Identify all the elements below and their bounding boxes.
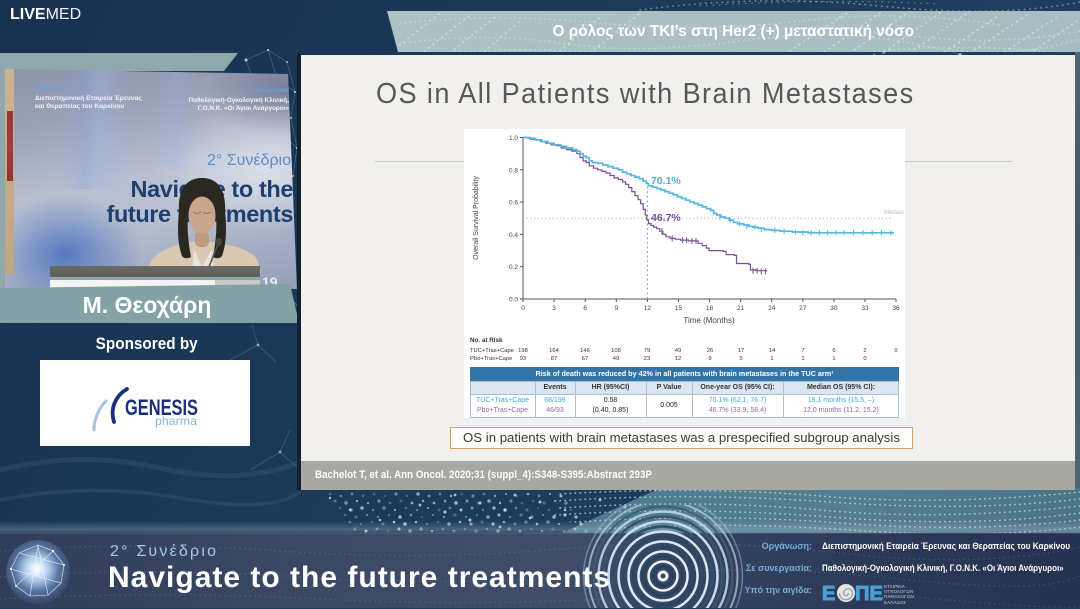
svg-text:36: 36 [892, 305, 900, 312]
svg-text:79: 79 [644, 348, 650, 354]
svg-text:21: 21 [737, 305, 745, 312]
svg-text:Pbo+Tras+Cape: Pbo+Tras+Cape [470, 356, 512, 362]
svg-text:164: 164 [549, 348, 559, 354]
svg-text:15: 15 [675, 305, 683, 312]
svg-text:9: 9 [708, 356, 711, 362]
svg-text:0.0: 0.0 [509, 297, 518, 304]
svg-text:12: 12 [644, 305, 652, 312]
svg-text:1: 1 [801, 356, 804, 362]
svg-text:0.6: 0.6 [509, 200, 518, 207]
svg-text:Time (Months): Time (Months) [683, 316, 735, 325]
svg-text:9: 9 [614, 305, 618, 312]
svg-text:87: 87 [551, 356, 557, 362]
svg-text:1: 1 [832, 356, 835, 362]
svg-text:7: 7 [801, 348, 804, 354]
svg-text:30: 30 [830, 305, 838, 312]
svg-text:12: 12 [675, 356, 681, 362]
svg-text:0.2: 0.2 [509, 264, 518, 271]
svg-text:Ε: Ε [822, 583, 835, 605]
svg-text:0: 0 [894, 348, 897, 354]
svg-text:6: 6 [583, 305, 587, 312]
svg-text:108: 108 [611, 348, 621, 354]
svg-text:0.4: 0.4 [509, 232, 518, 239]
svg-text:46.7%: 46.7% [651, 212, 681, 224]
svg-text:Median: Median [884, 210, 904, 216]
svg-text:198: 198 [518, 348, 528, 354]
svg-text:27: 27 [799, 305, 807, 312]
svg-text:0: 0 [521, 305, 525, 312]
svg-text:0.8: 0.8 [509, 167, 518, 174]
svg-text:23: 23 [644, 356, 650, 362]
svg-text:18: 18 [706, 305, 714, 312]
svg-text:14: 14 [769, 348, 776, 354]
svg-text:TUC+Tras+Cape: TUC+Tras+Cape [470, 348, 514, 354]
svg-text:0: 0 [863, 356, 866, 362]
svg-text:6: 6 [832, 348, 835, 354]
svg-text:49: 49 [675, 348, 681, 354]
svg-text:26: 26 [707, 348, 713, 354]
svg-text:5: 5 [739, 356, 742, 362]
svg-text:67: 67 [582, 356, 588, 362]
svg-text:70.1%: 70.1% [651, 175, 681, 187]
svg-text:3: 3 [552, 305, 556, 312]
svg-text:24: 24 [768, 305, 776, 312]
svg-text:146: 146 [580, 348, 590, 354]
svg-text:93: 93 [520, 356, 526, 362]
svg-text:17: 17 [738, 348, 744, 354]
svg-text:No. at Risk: No. at Risk [470, 337, 503, 344]
svg-text:49: 49 [613, 356, 619, 362]
svg-text:GENESIS: GENESIS [125, 395, 198, 420]
svg-text:2: 2 [863, 348, 866, 354]
svg-text:Overall Survival Probability: Overall Survival Probability [473, 176, 480, 260]
svg-text:1.0: 1.0 [509, 135, 518, 142]
svg-text:pharma: pharma [155, 414, 197, 428]
svg-text:33: 33 [861, 305, 869, 312]
svg-text:ΠΕ: ΠΕ [855, 583, 883, 605]
svg-text:1: 1 [770, 356, 773, 362]
